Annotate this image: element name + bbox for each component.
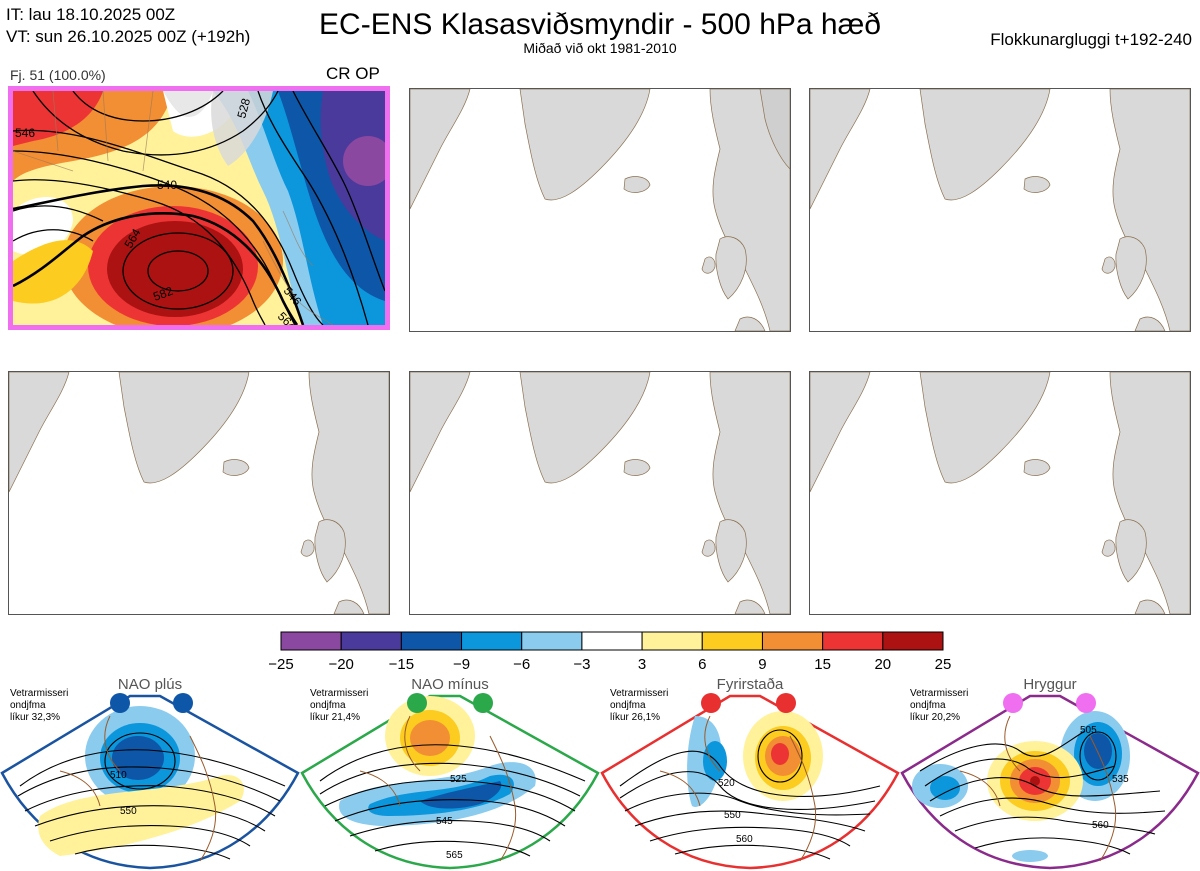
cluster-map-3[interactable]: [809, 88, 1191, 332]
regime-title: NAO mínus: [411, 676, 489, 693]
cluster-map-6-graphic: [810, 372, 1190, 614]
regime-title: Fyrirstaða: [716, 676, 784, 693]
colorbar-segment: [882, 631, 944, 651]
cluster-map-5-graphic: [410, 372, 790, 614]
regime-contour-label: 520: [718, 778, 735, 789]
regime-note-line: líkur 26,1%: [610, 712, 661, 723]
regime-dot: [776, 693, 796, 713]
contour-label: 546: [15, 126, 35, 140]
contour-label: 540: [157, 178, 177, 192]
cluster-map-5[interactable]: [409, 371, 791, 615]
regime-ridge-graphic: 505 535 560: [900, 693, 1200, 870]
regime-note-line: ondjfma: [310, 700, 346, 711]
regime-title: NAO plús: [117, 676, 183, 693]
regime-note: Vetrarmisseri ondjfma líkur 20,2%: [910, 688, 990, 724]
regime-dot: [173, 693, 193, 713]
cluster-map-2-graphic: [410, 89, 790, 331]
colorbar: [280, 631, 944, 658]
regime-note: Vetrarmisseri ondjfma líkur 32,3%: [10, 688, 90, 724]
colorbar-tick-label: 3: [637, 656, 647, 673]
regime-dot: [1003, 693, 1023, 713]
regime-contour-label: 550: [724, 810, 741, 821]
regime-contour-label: 525: [450, 774, 467, 785]
regime-blocking[interactable]: 520 550 560 Fyrirstaða Vetrarmisseri ond…: [600, 676, 900, 871]
colorbar-tick-label: 25: [934, 656, 952, 673]
regime-note-line: ondjfma: [910, 700, 946, 711]
page-title: EC-ENS Klasasviðsmyndir - 500 hPa hæð: [319, 8, 881, 41]
colorbar-segment: [641, 631, 703, 651]
colorbar-segment: [340, 631, 402, 651]
cluster-map-4[interactable]: [8, 371, 390, 615]
colorbar-segment: [581, 631, 643, 651]
colorbar-segment: [280, 631, 342, 651]
colorbar-tick-label: −15: [388, 656, 415, 673]
regime-contour-label: 550: [120, 806, 137, 817]
regime-dot: [1076, 693, 1096, 713]
regime-note-line: ondjfma: [10, 700, 46, 711]
cluster-map-6[interactable]: [809, 371, 1191, 615]
regime-note-line: Vetrarmisseri: [910, 688, 969, 699]
colorbar-segment: [521, 631, 583, 651]
regime-title: Hryggur: [1023, 676, 1077, 693]
regime-note-line: líkur 32,3%: [10, 712, 61, 723]
regime-note: Vetrarmisseri ondjfma líkur 21,4%: [310, 688, 390, 724]
colorbar-segment: [400, 631, 463, 651]
cluster-tag: CR OP: [326, 64, 380, 83]
regime-blocking-graphic: 520 550 560: [600, 693, 900, 870]
regime-note-line: Vetrarmisseri: [610, 688, 669, 699]
regime-dot: [110, 693, 130, 713]
cluster-map-1-graphic: 546 528 540 564 582 546 564: [13, 91, 385, 325]
colorbar-tick-label: −20: [328, 656, 354, 673]
contour-label: 528: [234, 96, 253, 119]
valid-time: VT: sun 26.10.2025 00Z (+192h): [6, 27, 251, 46]
regime-note-line: ondjfma: [610, 700, 646, 711]
colorbar-tick-label: −6: [513, 656, 531, 673]
regime-dot: [701, 693, 721, 713]
regime-contour-label: 560: [1092, 820, 1109, 831]
regime-contour-label: 560: [736, 834, 753, 845]
colorbar-tick-label: 6: [698, 656, 707, 673]
regime-note: Vetrarmisseri ondjfma líkur 26,1%: [610, 688, 690, 724]
regime-note-line: Vetrarmisseri: [310, 688, 369, 699]
regime-contour-label: 565: [446, 850, 463, 861]
regime-nao-plus-graphic: 510 550: [0, 693, 300, 870]
cluster-map-1[interactable]: 546 528 540 564 582 546 564: [8, 86, 390, 330]
regime-note-line: líkur 21,4%: [310, 712, 361, 723]
regime-dot: [407, 693, 427, 713]
regime-ridge[interactable]: 505 535 560 Hryggur Vetrarmisseri ondjfm…: [900, 676, 1200, 871]
regime-note-line: Vetrarmisseri: [10, 688, 69, 699]
regime-contour-label: 535: [1112, 774, 1129, 785]
regime-note-line: líkur 20,2%: [910, 712, 961, 723]
regime-nao-minus[interactable]: 525 545 565 NAO mínus Vetrarmisseri ondj…: [300, 676, 600, 871]
colorbar-segment: [461, 631, 523, 651]
colorbar-tick-label: −9: [452, 656, 471, 673]
regime-contour-label: 510: [110, 770, 127, 781]
initial-time: IT: lau 18.10.2025 00Z: [6, 5, 176, 24]
regime-nao-minus-graphic: 525 545 565: [300, 693, 600, 870]
colorbar-tick-label: −3: [573, 656, 591, 673]
regime-dot: [473, 693, 493, 713]
cluster-map-3-graphic: [810, 89, 1190, 331]
run-info: IT: lau 18.10.2025 00Z VT: sun 26.10.202…: [6, 4, 250, 48]
colorbar-tick-label: −25: [268, 656, 294, 673]
colorbar-segment: [761, 631, 824, 651]
cluster-map-2[interactable]: [409, 88, 791, 332]
page-subtitle: Miðað við okt 1981-2010: [523, 40, 677, 56]
colorbar-tick-label: 9: [758, 656, 767, 673]
regime-contour-label: 505: [1080, 725, 1097, 736]
cluster-count-label: Fj. 51 (100.0%): [10, 67, 106, 83]
cluster-map-4-graphic: [9, 372, 389, 614]
colorbar-graphic: [280, 631, 944, 651]
colorbar-segment: [822, 631, 884, 651]
regime-contour-label: 545: [436, 816, 453, 827]
classification-window: Flokkunargluggi t+192-240: [990, 30, 1192, 49]
colorbar-segment: [701, 631, 763, 651]
colorbar-tick-label: 15: [814, 656, 831, 673]
contour-label: 582: [151, 284, 175, 304]
colorbar-tick-label: 20: [874, 656, 892, 673]
regime-nao-plus[interactable]: 510 550 NAO plús Vetrarmisseri ondjfma l…: [0, 676, 300, 871]
